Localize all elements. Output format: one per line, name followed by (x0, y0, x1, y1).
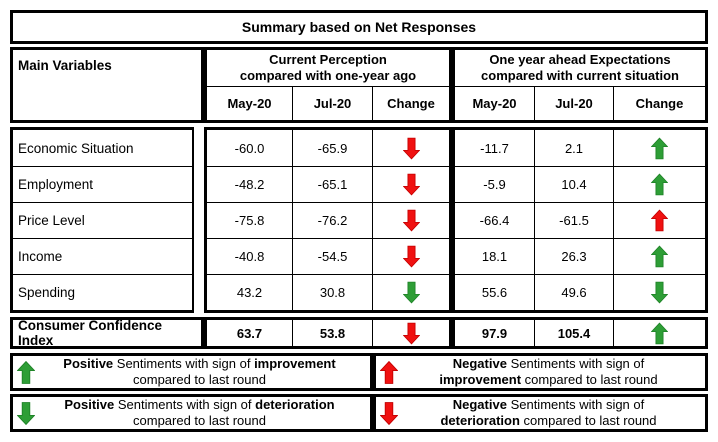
change-arrow (372, 275, 449, 310)
table-row: -11.7 2.1 (455, 130, 705, 166)
cci-row-label: Consumer Confidence Index (10, 317, 204, 349)
table-title: Summary based on Net Responses (10, 10, 708, 44)
row-label-spending: Spending (13, 274, 192, 310)
table-row: 18.1 26.3 (455, 238, 705, 274)
value-cell: 97.9 (481, 325, 508, 341)
value-cell: 55.6 (481, 285, 508, 300)
value-cell: 49.6 (534, 275, 613, 310)
change-arrow (613, 167, 705, 202)
change-arrow (372, 320, 449, 346)
year-ahead-expectations-values: -11.7 2.1 -5.9 10.4 -66.4 -61.5 18.1 26.… (452, 127, 708, 313)
change-arrow (613, 275, 705, 310)
table-row: -40.8 -54.5 (207, 238, 449, 274)
value-cell: 43.2 (236, 285, 263, 300)
value-cell: 26.3 (534, 239, 613, 274)
variable-names-column: Economic Situation Employment Price Leve… (10, 127, 194, 313)
legend-text: Negative Sentiments with sign of deterio… (402, 397, 705, 429)
legend-line: Positive Sentiments with sign of improve… (63, 356, 336, 371)
col-header-jul20: Jul-20 (292, 87, 372, 120)
change-arrow (613, 203, 705, 238)
value-cell: -48.2 (234, 177, 265, 192)
green-up-arrow-icon (13, 358, 39, 387)
value-cell: 10.4 (534, 167, 613, 202)
value-cell: -61.5 (534, 203, 613, 238)
legend-line: Negative Sentiments with sign of (452, 356, 645, 371)
group-title-current-perception: Current Perception compared with one-yea… (207, 50, 449, 87)
value-cell: -5.9 (483, 177, 506, 192)
header-group-current-perception: Current Perception compared with one-yea… (204, 47, 452, 123)
green-down-arrow-icon (13, 399, 39, 428)
column-headers-current: May-20 Jul-20 Change (207, 87, 449, 120)
red-down-arrow-icon (376, 399, 402, 428)
legend-negative-deterioration: Negative Sentiments with sign of deterio… (373, 394, 708, 432)
change-arrow (613, 239, 705, 274)
legend-line: compared to last round (133, 413, 266, 428)
legend-line: improvement compared to last round (439, 372, 658, 387)
legend-text: Positive Sentiments with sign of deterio… (39, 397, 370, 429)
legend-text: Negative Sentiments with sign of improve… (402, 356, 705, 388)
change-arrow (613, 320, 705, 346)
col-header-jul20: Jul-20 (534, 87, 613, 120)
value-cell: 30.8 (292, 275, 372, 310)
group-title-line1: One year ahead Expectations (489, 52, 671, 67)
legend-negative-improvement: Negative Sentiments with sign of improve… (373, 353, 708, 391)
col-header-change: Change (372, 87, 449, 120)
cci-expectations-values: 97.9 105.4 (452, 317, 708, 349)
change-arrow (613, 130, 705, 166)
legend-line: compared to last round (133, 372, 266, 387)
legend-text: Positive Sentiments with sign of improve… (39, 356, 370, 388)
group-title-year-ahead: One year ahead Expectations compared wit… (455, 50, 705, 87)
group-title-line2: compared with one-year ago (239, 68, 417, 83)
col-header-may20: May-20 (227, 96, 272, 111)
value-cell: 63.7 (236, 325, 263, 341)
col-header-may20: May-20 (472, 96, 517, 111)
row-label-income: Income (13, 238, 192, 274)
cci-current-perception-values: 63.7 53.8 (204, 317, 452, 349)
value-cell: -75.8 (234, 213, 265, 228)
value-cell: 2.1 (534, 130, 613, 166)
change-arrow (372, 167, 449, 202)
column-headers-expectations: May-20 Jul-20 Change (455, 87, 705, 120)
table-row: -48.2 -65.1 (207, 166, 449, 202)
row-label-employment: Employment (13, 166, 192, 202)
legend-positive-deterioration: Positive Sentiments with sign of deterio… (10, 394, 373, 432)
value-cell: -11.7 (480, 140, 509, 156)
col-header-change: Change (613, 87, 705, 120)
legend-line: Positive Sentiments with sign of deterio… (64, 397, 335, 412)
header-main-variables: Main Variables (10, 47, 204, 123)
header-group-year-ahead-expectations: One year ahead Expectations compared wit… (452, 47, 708, 123)
group-title-line2: compared with current situation (481, 68, 679, 83)
table-row: 43.2 30.8 (207, 274, 449, 310)
table-row: -75.8 -76.2 (207, 202, 449, 238)
value-cell: -60.0 (234, 140, 265, 156)
table-row: -5.9 10.4 (455, 166, 705, 202)
value-cell: -54.5 (292, 239, 372, 274)
value-cell: 53.8 (292, 320, 372, 346)
change-arrow (372, 130, 449, 166)
value-cell: -40.8 (234, 249, 265, 264)
red-up-arrow-icon (376, 358, 402, 387)
legend-line: Negative Sentiments with sign of (452, 397, 645, 412)
legend-line: deterioration compared to last round (440, 413, 657, 428)
legend-positive-improvement: Positive Sentiments with sign of improve… (10, 353, 373, 391)
row-label-price-level: Price Level (13, 202, 192, 238)
table-row: -66.4 -61.5 (455, 202, 705, 238)
group-title-line1: Current Perception (269, 52, 387, 67)
value-cell: -65.1 (292, 167, 372, 202)
value-cell: 18.1 (481, 249, 508, 264)
change-arrow (372, 239, 449, 274)
value-cell: -65.9 (292, 130, 372, 166)
row-label-economic-situation: Economic Situation (18, 140, 134, 156)
value-cell: 105.4 (534, 320, 613, 346)
change-arrow (372, 203, 449, 238)
table-row: -60.0 -65.9 (207, 130, 449, 166)
table-row: 55.6 49.6 (455, 274, 705, 310)
value-cell: -66.4 (479, 213, 510, 228)
current-perception-values: -60.0 -65.9 -48.2 -65.1 -75.8 -76.2 -40.… (204, 127, 452, 313)
value-cell: -76.2 (292, 203, 372, 238)
